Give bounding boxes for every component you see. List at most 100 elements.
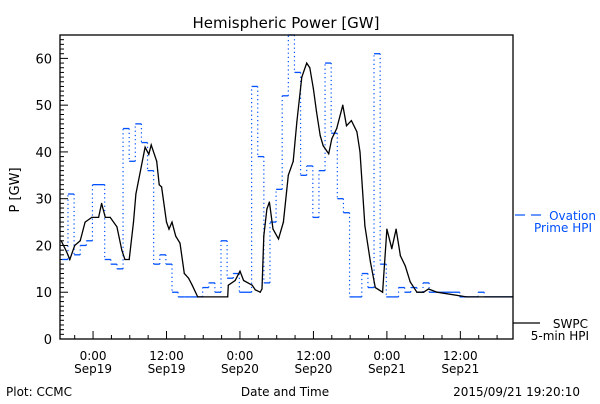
swpc-data-point [296, 120, 298, 123]
x-tick-label-time: 12:00 [443, 349, 478, 363]
series-swpc-line [60, 61, 513, 298]
y-axis-label: P [GW] [8, 167, 23, 212]
y-tick-label: 50 [35, 99, 52, 114]
swpc-data-point [121, 249, 123, 251]
swpc-data-point [277, 238, 280, 240]
legend: Ovation Prime HPI SWPC 5-min HPI [513, 209, 596, 343]
swpc-data-point [168, 228, 170, 230]
swpc-data-point [148, 153, 150, 155]
swpc-data-point [171, 221, 173, 223]
swpc-data-point [301, 76, 303, 78]
x-tick-label-time: 12:00 [296, 349, 331, 363]
swpc-data-point [97, 216, 100, 218]
swpc-data-point [91, 216, 93, 218]
x-axis-label: Date and Time [241, 385, 329, 399]
swpc-data-point [306, 62, 308, 64]
x-tick-label-date: Sep21 [441, 362, 479, 376]
swpc-data-point [161, 186, 163, 188]
swpc-data-point [436, 291, 438, 293]
swpc-data-point [156, 160, 158, 162]
swpc-data-point [282, 221, 285, 223]
swpc-data-point [124, 258, 126, 261]
swpc-data-point [423, 291, 425, 293]
swpc-data-point [315, 111, 318, 113]
swpc-data-point [272, 228, 274, 230]
y-tick-label: 30 [35, 193, 52, 208]
swpc-data-point [259, 291, 261, 293]
swpc-data-point [312, 88, 315, 90]
swpc-data-point [409, 281, 411, 283]
swpc-data-point [135, 193, 137, 195]
swpc-data-point [254, 289, 256, 291]
swpc-data-point [140, 165, 143, 167]
legend-label-ovation-2: Prime HPI [534, 221, 592, 235]
x-tick-label-time: 0:00 [226, 349, 253, 363]
swpc-data-point [369, 261, 371, 263]
swpc-data-point [234, 279, 236, 282]
swpc-data-point [331, 138, 333, 140]
swpc-data-point [183, 272, 185, 275]
swpc-data-point [268, 201, 270, 203]
swpc-data-point [116, 226, 118, 228]
swpc-data-point [356, 131, 358, 133]
swpc-data-point [101, 202, 103, 204]
swpc-data-point [359, 151, 361, 153]
x-tick-label-date: Sep21 [368, 362, 406, 376]
swpc-data-point [84, 221, 86, 223]
swpc-data-point [391, 248, 393, 250]
chart-title: Hemispheric Power [GW] [193, 14, 380, 32]
swpc-data-point [399, 255, 401, 257]
swpc-data-point [416, 291, 418, 293]
swpc-data-point [251, 284, 253, 286]
swpc-data-point [336, 127, 338, 130]
swpc-data-point [404, 265, 406, 267]
y-tick-label: 10 [35, 286, 52, 301]
swpc-data-point [287, 174, 289, 176]
swpc-data-point [427, 288, 430, 290]
y-tick-label: 60 [35, 52, 52, 67]
swpc-data-point [187, 277, 190, 279]
swpc-data-point [263, 235, 265, 237]
swpc-data-point [66, 251, 68, 253]
swpc-data-point [292, 160, 294, 162]
swpc-data-point [165, 221, 168, 223]
swpc-data-point [322, 145, 324, 147]
swpc-data-point [266, 208, 268, 210]
x-tick-label-time: 0:00 [373, 349, 400, 363]
plot-credit: Plot: CCMC [6, 385, 72, 399]
swpc-data-point [345, 125, 348, 127]
swpc-data-point [128, 258, 130, 261]
plot-frame [59, 34, 514, 340]
swpc-data-point [319, 134, 321, 137]
x-tick-label-date: Sep19 [74, 362, 112, 376]
swpc-data-point [132, 221, 135, 223]
legend-label-swpc-2: 5-min HPI [531, 329, 589, 343]
swpc-data-point [395, 228, 397, 230]
series-layer [60, 34, 514, 298]
swpc-data-point [60, 240, 62, 242]
swpc-data-point [328, 153, 330, 155]
x-tick-label-date: Sep20 [294, 362, 332, 376]
legend-label-ovation-1: Ovation [549, 209, 596, 223]
swpc-data-point [227, 296, 229, 298]
swpc-data-point [227, 284, 229, 286]
swpc-data-point [382, 291, 384, 293]
swpc-data-point [197, 296, 199, 298]
swpc-data-point [175, 235, 177, 237]
x-tick-label-date: Sep19 [148, 362, 186, 376]
y-tick-label: 20 [35, 239, 52, 254]
swpc-data-point [191, 284, 193, 286]
legend-label-swpc-1: SWPC [553, 317, 588, 331]
swpc-data-point [144, 146, 146, 148]
swpc-data-point [364, 225, 366, 227]
x-tick-label-date: Sep20 [221, 362, 259, 376]
axes: 01020304050600:00Sep1912:00Sep190:00Sep2… [35, 34, 498, 376]
swpc-data-point [104, 216, 106, 218]
swpc-data-point [309, 67, 311, 69]
swpc-data-point [239, 270, 241, 272]
swpc-data-point [386, 228, 388, 230]
swpc-data-point [342, 104, 344, 106]
swpc-data-point [243, 279, 245, 282]
swpc-data-point [69, 258, 71, 261]
